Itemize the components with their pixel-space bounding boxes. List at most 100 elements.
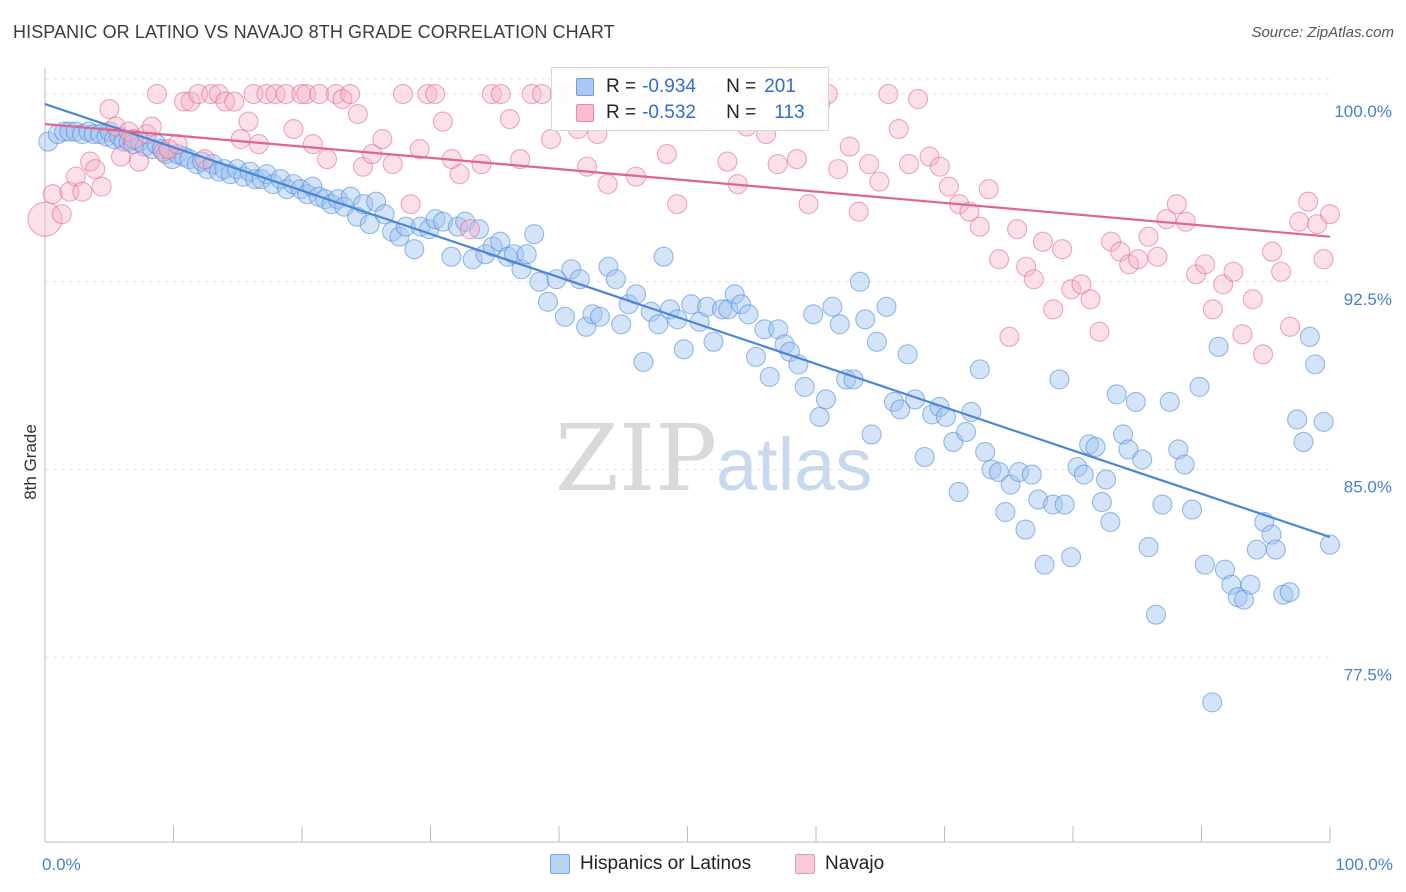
point-hispanic — [475, 244, 496, 265]
point-hispanic — [1043, 494, 1064, 515]
point-navajo — [392, 83, 413, 105]
point-hispanic — [861, 424, 882, 445]
point-hispanic — [1054, 494, 1075, 515]
r-value-hispanic: -0.934 — [642, 76, 696, 97]
point-hispanic — [425, 209, 446, 230]
legend-label-hispanic: Hispanics or Latinos — [580, 853, 752, 874]
point-navajo — [869, 171, 890, 192]
y-tick-label: 85.0% — [1344, 478, 1392, 497]
n-label: N = — [726, 102, 757, 123]
point-navajo — [989, 249, 1010, 270]
point-navajo — [275, 83, 296, 105]
point-hispanic — [988, 461, 1009, 483]
point-navajo — [340, 83, 361, 105]
r-value-navajo: -0.532 — [642, 102, 696, 123]
point-navajo — [449, 164, 470, 185]
point-hispanic — [718, 299, 739, 320]
watermark: ZIP atlas — [555, 405, 872, 512]
point-navajo — [938, 176, 959, 197]
point-navajo — [969, 216, 990, 237]
point-navajo — [1138, 226, 1159, 247]
point-navajo — [521, 83, 542, 105]
point-navajo — [1080, 289, 1101, 310]
point-hispanic — [1073, 464, 1094, 485]
point-navajo — [1052, 239, 1073, 260]
axes — [44, 68, 1331, 843]
point-hispanic — [1305, 354, 1326, 375]
point-hispanic — [1091, 492, 1112, 513]
point-navajo — [1032, 231, 1053, 252]
point-hispanic — [1319, 534, 1341, 555]
point-navajo — [540, 129, 562, 150]
legend-item-navajo[interactable]: Navajo — [795, 851, 884, 877]
trend-line-navajo — [44, 122, 1331, 238]
point-navajo — [1313, 249, 1334, 270]
point-navajo — [1280, 316, 1301, 337]
point-navajo — [667, 194, 688, 215]
point-hispanic — [1293, 431, 1314, 453]
r-label: R = — [606, 76, 637, 97]
point-navajo — [717, 151, 738, 172]
point-hispanic — [611, 314, 632, 335]
point-hispanic — [829, 314, 850, 335]
point-navajo — [27, 201, 63, 237]
point-navajo — [146, 83, 168, 105]
r-label: R = — [606, 102, 637, 123]
point-navajo — [597, 174, 618, 195]
point-hispanic — [754, 319, 775, 340]
point-hispanic — [1182, 499, 1203, 520]
point-hispanic — [1021, 464, 1042, 485]
point-navajo — [1128, 249, 1149, 270]
point-navajo — [531, 83, 553, 105]
point-navajo — [99, 98, 120, 120]
trend-lines — [44, 102, 1331, 539]
point-navajo — [1262, 241, 1283, 262]
point-hispanic — [1100, 512, 1121, 533]
point-hispanic — [975, 441, 996, 463]
point-hispanic — [447, 216, 468, 237]
point-hispanic — [1061, 547, 1082, 568]
legend-swatch-navajo — [795, 854, 815, 874]
point-hispanic — [738, 304, 759, 325]
point-navajo — [65, 166, 86, 187]
point-hispanic — [359, 214, 380, 235]
point-navajo — [141, 116, 162, 137]
point-navajo — [858, 154, 880, 175]
point-hispanic — [1028, 489, 1049, 510]
point-navajo — [128, 151, 150, 172]
point-navajo — [490, 83, 511, 105]
y-axis-label: 8th Grade — [21, 424, 40, 500]
point-navajo — [316, 149, 338, 170]
point-hispanic — [794, 376, 815, 397]
point-navajo — [347, 103, 368, 125]
point-navajo — [510, 149, 531, 170]
point-hispanic — [569, 269, 590, 290]
point-navajo — [459, 219, 480, 240]
point-navajo — [91, 176, 112, 197]
trend-line-hispanic — [44, 102, 1331, 539]
point-hispanic — [855, 309, 876, 330]
point-navajo — [265, 83, 286, 105]
point-hispanic — [1279, 582, 1300, 603]
legend-swatch-navajo — [576, 104, 594, 122]
point-navajo — [283, 119, 304, 140]
point-navajo — [400, 194, 421, 215]
legend-item-hispanic[interactable]: Hispanics or Latinos — [550, 851, 751, 877]
point-hispanic — [511, 259, 532, 280]
legend-label-navajo: Navajo — [825, 853, 885, 874]
point-navajo — [417, 83, 438, 105]
point-hispanic — [1194, 554, 1215, 575]
point-hispanic — [815, 389, 837, 410]
point-hispanic — [890, 399, 911, 420]
point-hispanic — [1009, 461, 1030, 483]
n-label: N = — [726, 76, 757, 97]
point-hispanic — [598, 256, 619, 277]
point-navajo — [432, 111, 453, 132]
point-hispanic — [981, 459, 1002, 480]
point-navajo — [302, 134, 323, 155]
point-navajo — [51, 204, 72, 225]
point-hispanic — [768, 319, 789, 340]
correlation-legend: R = -0.934 N = 201 R = -0.532 N = 113 — [551, 67, 829, 131]
point-navajo — [194, 149, 215, 170]
point-navajo — [1119, 254, 1140, 275]
